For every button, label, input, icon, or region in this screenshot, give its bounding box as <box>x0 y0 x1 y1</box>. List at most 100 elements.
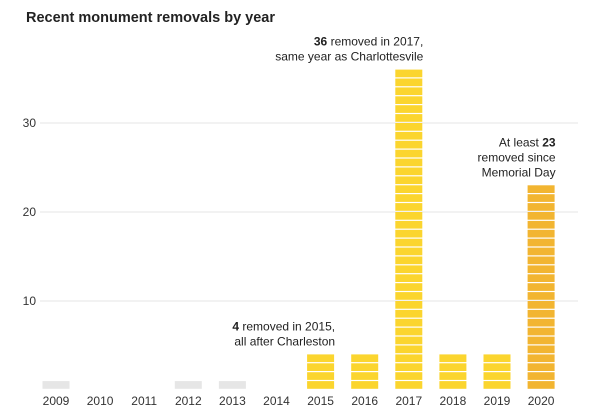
chart-title: Recent monument removals by year <box>26 10 276 26</box>
bar-unit <box>351 381 379 389</box>
bar-2015 <box>307 354 335 389</box>
annotation-line: all after Charleston <box>234 334 335 348</box>
bar-unit <box>527 354 555 363</box>
bar-unit <box>527 381 555 389</box>
bar-unit <box>395 212 423 220</box>
x-tick-label: 2010 <box>87 394 114 408</box>
bar-unit <box>395 327 423 336</box>
annotation-line: At least 23 <box>499 135 556 149</box>
bar-unit <box>395 114 423 122</box>
bar-unit <box>395 194 423 202</box>
gridlines <box>40 122 578 302</box>
bar-unit <box>527 194 555 202</box>
bar-unit <box>395 274 423 282</box>
bar-unit <box>395 318 423 327</box>
bar-2016 <box>351 354 379 389</box>
bar-unit <box>307 372 335 380</box>
bar-2013 <box>218 381 246 389</box>
annotation-line: 4 removed in 2015, <box>232 319 335 333</box>
bar-2019 <box>483 354 511 389</box>
annotation-line: Memorial Day <box>482 165 556 179</box>
bar-unit <box>395 78 423 87</box>
x-tick-label: 2016 <box>351 394 378 408</box>
bar-unit <box>395 123 423 131</box>
bar-unit <box>395 363 423 371</box>
bar-unit <box>395 301 423 309</box>
bar-unit <box>351 372 379 380</box>
bar-unit <box>395 283 423 291</box>
bar-2012 <box>174 381 202 389</box>
annotations: 4 removed in 2015,all after Charleston 36… <box>232 35 556 349</box>
bar-unit <box>527 247 555 256</box>
bar-unit <box>395 149 423 158</box>
bar-unit <box>395 354 423 363</box>
annotation-line: removed since <box>478 150 556 164</box>
bar-unit <box>395 203 423 211</box>
bar-unit <box>439 363 467 371</box>
x-tick-label: 2014 <box>263 394 290 408</box>
bar-unit <box>395 309 423 318</box>
bar-unit <box>483 354 511 363</box>
bar-unit <box>351 354 379 363</box>
bar-unit <box>395 345 423 354</box>
annotation-2015: 4 removed in 2015,all after Charleston <box>232 319 335 348</box>
bar-unit <box>527 212 555 220</box>
y-tick-label: 30 <box>23 116 37 130</box>
bar-unit <box>395 158 423 167</box>
bar-unit <box>527 318 555 327</box>
bar-unit <box>483 372 511 380</box>
bar-unit <box>174 381 202 389</box>
bar-unit <box>395 185 423 193</box>
bar-2018 <box>439 354 467 389</box>
bar-unit <box>527 229 555 238</box>
bar-unit <box>527 283 555 291</box>
bar-unit <box>395 247 423 256</box>
bar-unit <box>439 372 467 380</box>
bar-unit <box>527 203 555 211</box>
x-tick-label: 2018 <box>440 394 467 408</box>
bar-unit <box>527 220 555 229</box>
bar-2009 <box>42 381 70 389</box>
bar-unit <box>307 363 335 371</box>
bar-unit <box>527 265 555 274</box>
x-tick-label: 2012 <box>175 394 202 408</box>
bar-unit <box>307 381 335 389</box>
x-tick-label: 2013 <box>219 394 246 408</box>
y-axis: 10 20 30 <box>23 116 37 308</box>
bar-unit <box>439 354 467 363</box>
bar-unit <box>395 381 423 389</box>
x-tick-label: 2015 <box>307 394 334 408</box>
bar-unit <box>527 372 555 380</box>
bar-unit <box>527 238 555 247</box>
y-tick-label: 10 <box>23 294 37 308</box>
annotation-line: same year as Charlottesvile <box>275 50 423 64</box>
bar-unit <box>395 229 423 238</box>
bar-unit <box>527 185 555 193</box>
bar-unit <box>527 363 555 371</box>
x-tick-label: 2009 <box>43 394 70 408</box>
bar-unit <box>395 131 423 140</box>
bar-unit <box>395 167 423 176</box>
bar-unit <box>395 336 423 345</box>
x-tick-label: 2011 <box>131 394 157 408</box>
x-axis: 2009 2010 2011 2012 2013 2014 2015 2016 2017 2018… <box>43 394 555 408</box>
bar-unit <box>395 292 423 300</box>
bar-unit <box>527 301 555 309</box>
bar-unit <box>395 69 423 78</box>
bar-unit <box>395 105 423 113</box>
bar-unit <box>527 336 555 345</box>
bar-unit <box>395 372 423 380</box>
bar-unit <box>395 256 423 265</box>
bar-unit <box>395 238 423 247</box>
bar-unit <box>395 265 423 274</box>
bar-unit <box>527 256 555 265</box>
bar-unit <box>483 363 511 371</box>
bar-unit <box>527 292 555 300</box>
bar-unit <box>42 381 70 389</box>
bar-unit <box>483 381 511 389</box>
bar-unit <box>527 309 555 318</box>
y-tick-label: 20 <box>23 205 37 219</box>
bar-unit <box>527 327 555 336</box>
